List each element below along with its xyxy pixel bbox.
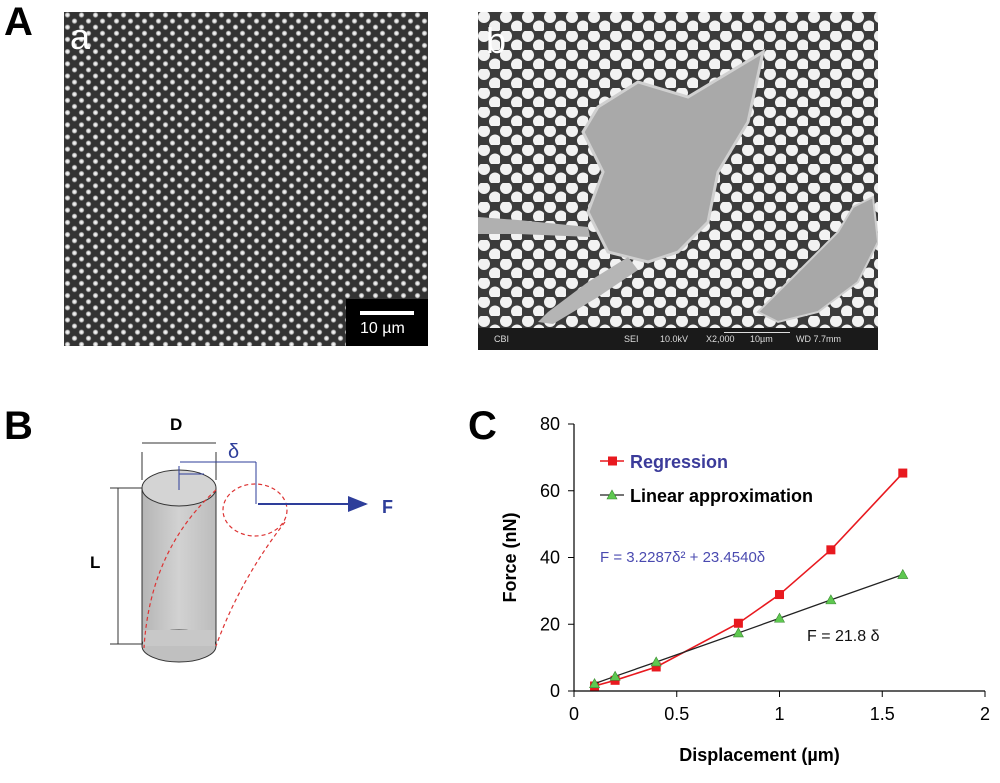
sem-info-bar: CBI SEI 10.0kV X2,000 10µm WD 7.7mm [478, 328, 878, 350]
pillar-deflection-diagram: D δ L F [90, 415, 393, 663]
y-tick-label: 80 [540, 414, 560, 434]
length-label: L [90, 553, 100, 572]
data-point-regression [898, 468, 908, 478]
sem-image-pillar-array: a 10 µm [64, 12, 428, 346]
y-tick-label: 60 [540, 481, 560, 501]
data-point-linear [897, 568, 909, 579]
sem-voltage: 10.0kV [660, 334, 689, 344]
sem-scale-line [724, 332, 790, 333]
y-axis-label: Force (nN) [500, 512, 520, 602]
data-point-linear [609, 670, 621, 681]
panel-letter-c: C [468, 404, 497, 448]
data-point-linear [773, 612, 786, 623]
y-tick-label: 20 [540, 614, 560, 634]
deflected-right-edge [215, 521, 286, 647]
data-point-linear [650, 656, 662, 667]
x-tick-label: 1.5 [870, 704, 895, 724]
data-point-linear [732, 627, 744, 638]
y-tick-label: 0 [550, 681, 560, 701]
scale-bar-box: 10 µm [346, 299, 428, 346]
panel-letter-b: B [4, 404, 33, 448]
deflected-top-outline [222, 483, 288, 537]
data-point-regression [775, 590, 784, 600]
equation-regression: F = 3.2287δ² + 23.4540δ [600, 549, 765, 566]
subpanel-label-b: b [486, 20, 507, 61]
sem-mode: SEI [624, 334, 639, 344]
legend-marker-linear [606, 489, 618, 500]
diameter-label: D [170, 415, 182, 434]
legend-label-regression: Regression [630, 452, 728, 472]
x-tick-label: 0 [569, 704, 579, 724]
x-axis-label: Displacement (µm) [679, 745, 839, 765]
x-tick-label: 0.5 [664, 704, 689, 724]
sem-working-distance: WD 7.7mm [796, 334, 841, 344]
cylinder-body [141, 487, 217, 647]
cell-pillar-pattern [478, 12, 878, 328]
subpanel-label-a: a [70, 16, 91, 57]
pillar-array-pattern [64, 12, 428, 346]
equation-linear: F = 21.8 δ [807, 628, 880, 645]
force-label: F [382, 497, 393, 517]
sem-image-cell-on-pillars: b CBI SEI 10.0kV X2,000 10µm WD 7.7mm [478, 12, 878, 350]
data-point-linear [589, 678, 601, 688]
sem-scale: 10µm [750, 334, 773, 344]
legend-marker-regression [608, 456, 617, 466]
y-tick-label: 40 [540, 548, 560, 568]
deflected-left-edge [143, 489, 217, 649]
scale-bar-label: 10 µm [360, 320, 405, 337]
deflection-label: δ [228, 441, 239, 463]
data-point-regression [826, 545, 836, 555]
legend-label-linear: Linear approximation [630, 486, 813, 506]
panel-letter-a: A [4, 0, 33, 44]
data-point-linear [825, 594, 837, 605]
scale-bar-line [360, 311, 414, 315]
sem-detector: CBI [494, 334, 510, 344]
data-point-regression [651, 662, 661, 672]
x-tick-label: 1 [774, 704, 784, 724]
sem-magnification: X2,000 [706, 334, 735, 344]
x-tick-label: 2 [980, 704, 990, 724]
data-point-regression [733, 618, 743, 628]
